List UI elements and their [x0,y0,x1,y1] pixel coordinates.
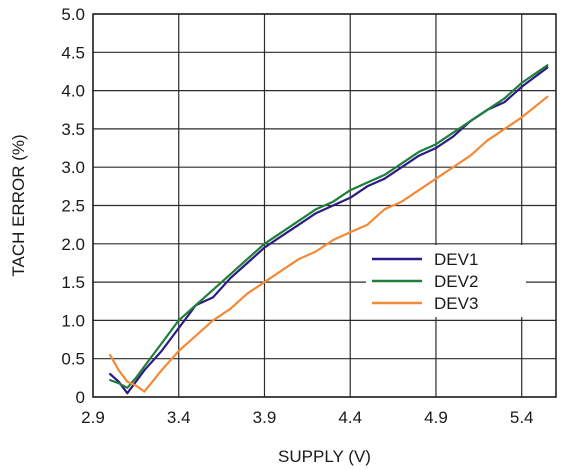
x-tick-label: 3.4 [167,408,191,427]
series-line-dev1 [108,66,549,395]
y-tick-label: 0 [76,388,85,407]
legend-label-dev2: DEV2 [434,272,478,291]
legend: DEV1 DEV2 DEV3 [366,245,526,317]
y-tick-label: 1.0 [61,311,85,330]
x-tick-label: 3.9 [253,408,277,427]
y-tick-label: 3.0 [61,158,85,177]
legend-label-dev1: DEV1 [434,250,478,269]
series-line-dev3 [108,95,549,393]
x-tick-label: 5.4 [510,408,534,427]
x-tick-label: 4.9 [424,408,448,427]
y-tick-label: 1.5 [61,273,85,292]
y-tick-label: 4.5 [61,43,85,62]
series-line-dev2 [108,64,549,389]
y-tick-label: 4.0 [61,82,85,101]
y-tick-label: 2.5 [61,197,85,216]
x-axis-title: SUPPLY (V) [278,447,371,466]
series-group [108,64,549,395]
x-axis-ticks: 2.9 3.4 3.9 4.4 4.9 5.4 [81,408,533,427]
y-tick-label: 3.5 [61,120,85,139]
plot-frame [92,13,557,398]
y-tick-label: 2.0 [61,235,85,254]
y-tick-label: 5.0 [61,5,85,24]
x-tick-label: 2.9 [81,408,105,427]
y-axis-ticks: 0 0.5 1.0 1.5 2.0 2.5 3.0 3.5 4.0 4.5 5.0 [61,5,85,407]
y-tick-label: 0.5 [61,350,85,369]
x-tick-label: 4.4 [338,408,362,427]
y-axis-title: TACH ERROR (%) [9,134,28,276]
legend-label-dev3: DEV3 [434,294,478,313]
